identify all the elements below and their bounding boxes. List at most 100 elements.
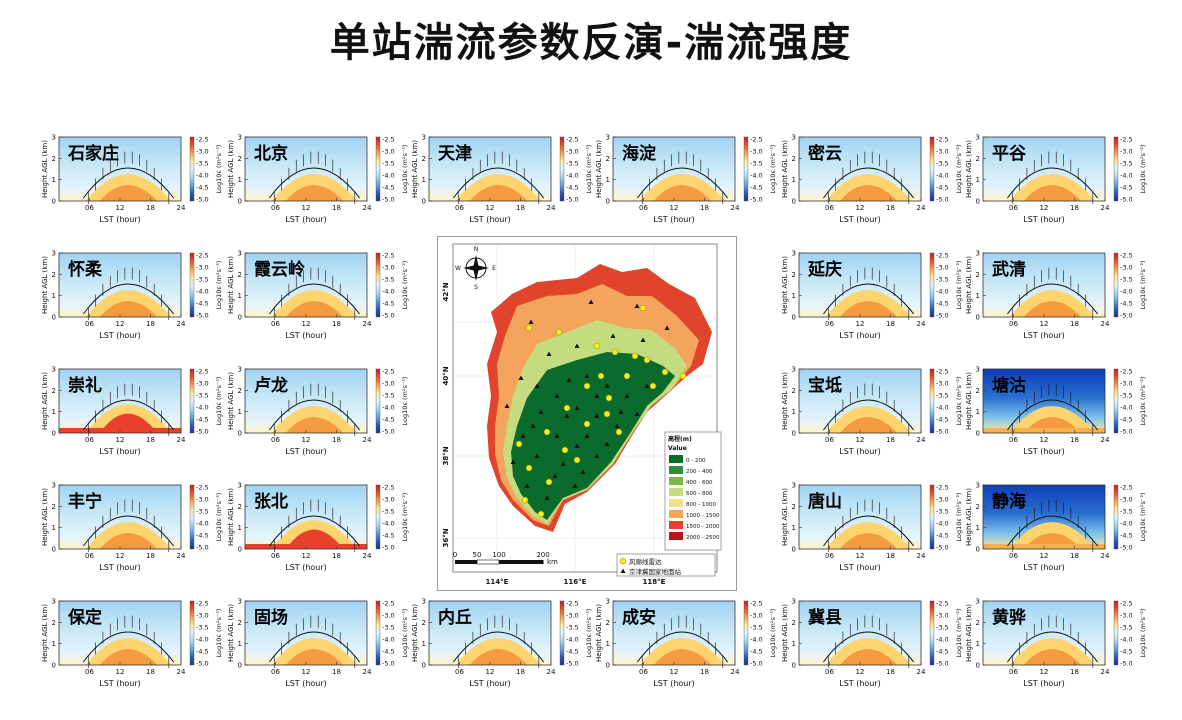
colorbar (1113, 368, 1119, 434)
surface-station-marker (504, 403, 510, 408)
x-tick-label: 18 (700, 668, 709, 676)
x-tick-label: 06 (825, 668, 834, 676)
mixing-layer-core (285, 301, 344, 317)
y-tick-label: 0 (422, 662, 426, 670)
y-axis-label: Height AGL (km) (42, 140, 49, 198)
x-axis-label: LST (hour) (839, 679, 881, 688)
surface-station-marker (584, 433, 590, 438)
scale-unit: km (547, 558, 558, 566)
x-tick-label: 18 (1070, 436, 1079, 444)
x-tick-label: 06 (825, 552, 834, 560)
radar-station-marker (555, 328, 563, 336)
colorbar-tick-label: -4.5 (750, 184, 763, 192)
surface-station-marker (528, 319, 534, 324)
colorbar (375, 252, 381, 318)
surface-station-marker (554, 393, 560, 398)
boundary-layer-curve (822, 167, 915, 199)
colorbar-tick-label: -4.0 (382, 288, 395, 296)
colorbar-tick-label: -5.0 (196, 428, 209, 436)
x-axis-label: LST (hour) (1023, 447, 1065, 456)
colorbar-label: Log10ε (m²s⁻³) (1139, 377, 1147, 426)
colorbar-tick-label: -3.5 (1120, 392, 1133, 400)
colorbar-tick-label: -4.0 (750, 172, 763, 180)
y-axis-label: Height AGL (km) (42, 604, 49, 662)
colorbar-tick-label: -5.0 (936, 312, 949, 320)
legend-station-label: 风廓线雷达 (629, 557, 662, 566)
colorbar-tick-label: -4.5 (936, 184, 949, 192)
mixing-layer-core (469, 185, 528, 201)
x-axis-label: LST (hour) (839, 447, 881, 456)
colorbar-tick-label: -2.5 (750, 136, 763, 144)
y-tick-label: 0 (976, 198, 980, 206)
colorbar-tick-label: -3.0 (196, 380, 209, 388)
radar-station-marker (543, 428, 551, 436)
y-tick-label: 1 (422, 640, 426, 648)
boundary-layer-curve (82, 399, 175, 431)
y-tick-label: 2 (52, 503, 56, 511)
y-tick-label: 3 (52, 134, 56, 142)
radar-station-marker (639, 304, 647, 312)
colorbar (1113, 136, 1119, 202)
legend-class-label: 600 - 800 (686, 491, 713, 497)
x-tick-label: 24 (177, 320, 186, 328)
x-tick-label: 06 (455, 668, 464, 676)
x-tick-label: 06 (1009, 552, 1018, 560)
colorbar (189, 600, 195, 666)
colorbar-tick-label: -3.5 (750, 160, 763, 168)
radar-station-marker (649, 382, 657, 390)
x-tick-label: 18 (516, 204, 525, 212)
y-axis-label: Height AGL (km) (782, 604, 789, 662)
plain-zone (511, 352, 675, 520)
x-tick-label: 24 (177, 552, 186, 560)
x-tick-label: 12 (116, 436, 125, 444)
x-tick-label: 12 (1040, 436, 1049, 444)
surface-station-marker (572, 483, 578, 488)
colorbar-tick-label: -5.0 (382, 312, 395, 320)
colorbar-tick-label: -2.5 (196, 484, 209, 492)
x-tick-label: 06 (825, 204, 834, 212)
y-tick-label: 3 (52, 482, 56, 490)
boundary-layer-curve (452, 631, 545, 663)
y-tick-label: 0 (792, 314, 796, 322)
y-tick-label: 3 (238, 134, 242, 142)
colorbar-tick-label: -3.5 (196, 160, 209, 168)
x-tick-label: 24 (547, 204, 556, 212)
radar-station-marker (521, 496, 529, 504)
y-tick-label: 0 (976, 314, 980, 322)
colorbar (929, 136, 935, 202)
y-tick-label: 3 (238, 250, 242, 258)
y-axis-label: Height AGL (km) (782, 372, 789, 430)
station-name: 北京 (254, 143, 288, 164)
surface-station-marker (594, 413, 600, 418)
y-tick-label: 0 (976, 662, 980, 670)
y-axis-label: Height AGL (km) (782, 140, 789, 198)
y-tick-label: 0 (52, 314, 56, 322)
y-tick-label: 3 (976, 598, 980, 606)
x-tick-label: 12 (486, 668, 495, 676)
y-tick-label: 1 (238, 176, 242, 184)
station-name: 平谷 (992, 144, 1027, 164)
x-tick-label: 18 (516, 668, 525, 676)
surface-station-marker (520, 433, 526, 438)
surface-station-marker (564, 413, 570, 418)
x-tick-label: 06 (85, 552, 94, 560)
surface-station-marker (594, 453, 600, 458)
colorbar (189, 136, 195, 202)
x-tick-label: 12 (116, 668, 125, 676)
colorbar-label: Log10ε (m²s⁻³) (585, 145, 593, 194)
colorbar-tick-label: -4.0 (382, 636, 395, 644)
y-tick-label: 0 (52, 662, 56, 670)
colorbar-tick-label: -4.5 (1120, 416, 1133, 424)
y-tick-label: 3 (238, 366, 242, 374)
station-name: 唐山 (808, 491, 842, 512)
x-axis-label: LST (hour) (839, 215, 881, 224)
mixing-layer-core (99, 649, 158, 665)
station-name: 卢龙 (254, 375, 288, 396)
colorbar-tick-label: -4.5 (382, 184, 395, 192)
colorbar-tick-label: -4.0 (936, 404, 949, 412)
y-axis-label: Height AGL (km) (596, 604, 603, 662)
surface-station-marker (634, 303, 640, 308)
colorbar-tick-label: -2.5 (936, 368, 949, 376)
terrain-map: N S W E 42°N 40°N 38°N 36°N 114°E 116°E 118°E 高程(m)… (437, 236, 737, 591)
x-tick-label: 06 (1009, 204, 1018, 212)
